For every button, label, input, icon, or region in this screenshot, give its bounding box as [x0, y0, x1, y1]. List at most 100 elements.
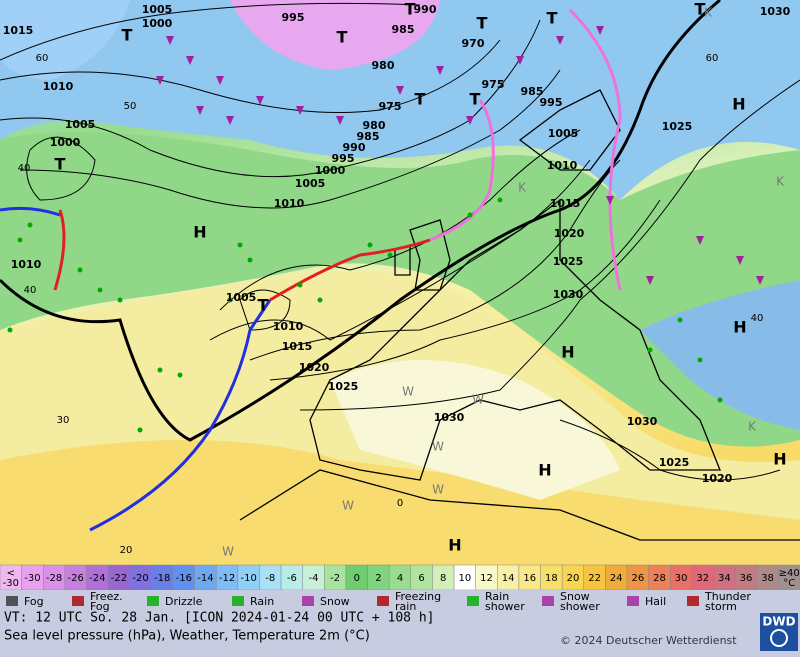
- pressure-center: T: [337, 28, 348, 47]
- scale-label: 30: [675, 573, 688, 584]
- snow-shower: [196, 106, 204, 115]
- scale-label: -2: [330, 573, 340, 584]
- snow-shower: [396, 86, 404, 95]
- snow-shower: [606, 196, 614, 205]
- temperature-label: 40: [24, 285, 37, 296]
- temperature-label: 40: [18, 163, 31, 174]
- snow-shower: [516, 56, 524, 65]
- legend-label: Hail: [645, 595, 666, 608]
- rain-symbol: [497, 197, 503, 203]
- rain-symbol: [97, 287, 103, 293]
- snow-shower: [466, 116, 474, 125]
- scale-label: -20: [132, 573, 148, 584]
- scale-label: -6: [287, 573, 297, 584]
- snow-shower: [756, 276, 764, 285]
- isobar-label: 1005: [226, 291, 257, 304]
- isobar-label: 975: [379, 100, 402, 113]
- legend-icon: [377, 596, 389, 606]
- pressure-center: H: [561, 343, 574, 362]
- snow-shower: [556, 36, 564, 45]
- air-mass-label: W: [472, 393, 484, 407]
- pressure-center: H: [538, 461, 551, 480]
- legend-icon: [72, 596, 84, 606]
- scale-label: -8: [265, 573, 275, 584]
- rain-symbol: [677, 317, 683, 323]
- isobar-label: 1025: [662, 120, 693, 133]
- legend-label: Freez. Fog: [90, 590, 123, 613]
- scale-label: 36: [740, 573, 753, 584]
- snow-shower: [696, 236, 704, 245]
- pressure-center: H: [732, 95, 745, 114]
- scale-label: 18: [545, 573, 558, 584]
- scale-label: 0: [354, 573, 360, 584]
- legend-icon: [467, 596, 479, 606]
- legend-icon: [6, 596, 18, 606]
- scale-label: 4: [397, 573, 403, 584]
- pressure-center: T: [477, 14, 488, 33]
- snow-shower: [186, 56, 194, 65]
- isobar-label: 985: [392, 23, 415, 36]
- scale-label: 12: [480, 573, 493, 584]
- scale-label: 16: [523, 573, 536, 584]
- pressure-center: T: [405, 0, 416, 19]
- legend-label: Snow shower: [560, 590, 600, 613]
- isobar-label: 1020: [702, 472, 733, 485]
- scale-label: -18: [154, 573, 170, 584]
- rain-symbol: [27, 222, 33, 228]
- scale-label: 24: [610, 573, 623, 584]
- snow-shower: [226, 116, 234, 125]
- legend-background: [0, 590, 800, 615]
- temperature-label: 50: [124, 101, 137, 112]
- isobar-label: 1000: [142, 17, 173, 30]
- air-mass-label: W: [432, 440, 444, 454]
- logo-box: [760, 613, 798, 651]
- isobar-label: 980: [372, 59, 395, 72]
- isobar-label: 1020: [299, 361, 330, 374]
- scale-label: -10: [240, 573, 256, 584]
- scale-label: -28: [46, 573, 62, 584]
- pressure-center: T: [547, 9, 558, 28]
- isobar-label: 1020: [554, 227, 585, 240]
- isobar-label: 1030: [553, 288, 584, 301]
- temperature-label: 0: [397, 498, 403, 509]
- temperature-label: 40: [751, 313, 764, 324]
- scale-label: 38: [761, 573, 774, 584]
- isobar-label: 1010: [547, 159, 578, 172]
- air-mass-label: K: [704, 6, 713, 20]
- rain-symbol: [117, 297, 123, 303]
- rain-symbol: [137, 427, 143, 433]
- snow-shower: [296, 106, 304, 115]
- isobar-label: 1030: [627, 415, 658, 428]
- scale-label: -12: [219, 573, 235, 584]
- snow-shower: [166, 36, 174, 45]
- legend-icon: [542, 596, 554, 606]
- isobar-label: 1000: [50, 136, 81, 149]
- air-mass-label: W: [402, 385, 414, 399]
- pressure-center: T: [122, 26, 133, 45]
- legend-label: Rain shower: [485, 590, 525, 613]
- legend-icon: [687, 596, 699, 606]
- pressure-center: T: [695, 0, 706, 19]
- scale-label: -24: [89, 573, 105, 584]
- scale-label: 6: [418, 573, 424, 584]
- scale-label: 22: [588, 573, 601, 584]
- snow-shower: [216, 76, 224, 85]
- copyright: © 2024 Deutscher Wetterdienst: [560, 634, 737, 647]
- isobar-label: 1010: [273, 320, 304, 333]
- isobar-label: 995: [540, 96, 563, 109]
- temperature-label: 60: [36, 53, 49, 64]
- rain-symbol: [717, 397, 723, 403]
- rain-symbol: [317, 297, 323, 303]
- rain-symbol: [227, 297, 233, 303]
- isobar-label: 1005: [295, 177, 326, 190]
- isobar-label: 1005: [548, 127, 579, 140]
- isobar-label: 1025: [553, 255, 584, 268]
- pressure-center: T: [55, 155, 66, 174]
- legend-label: Fog: [24, 595, 44, 608]
- pressure-center: T: [415, 90, 426, 109]
- isobar-label: 1015: [550, 197, 581, 210]
